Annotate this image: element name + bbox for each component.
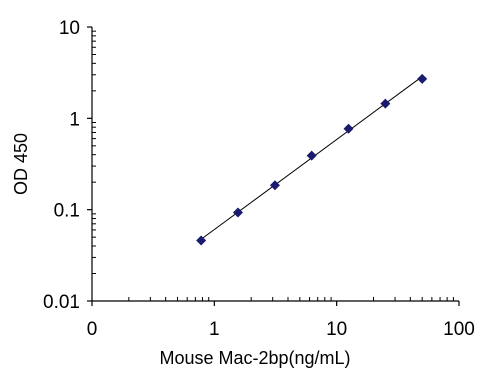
data-point: [306, 150, 317, 161]
major-ticks: [87, 26, 460, 306]
plot-area: [92, 27, 459, 301]
y-tick-label: 1: [69, 109, 80, 130]
y-tick-label: 0.01: [43, 292, 80, 313]
data-point: [196, 235, 207, 246]
x-tick-label: 1: [209, 319, 220, 340]
y-tick-labels: 0.01 0.1 1 10: [43, 18, 80, 313]
minor-ticks: [92, 30, 454, 301]
data-point: [269, 180, 280, 191]
x-tick-label: 100: [443, 319, 475, 340]
x-axis-title: Mouse Mac-2bp(ng/mL): [159, 348, 350, 368]
data-point: [380, 98, 391, 109]
data-point: [232, 207, 243, 218]
data-point: [343, 123, 354, 134]
x-tick-label: 10: [326, 319, 347, 340]
data-point: [417, 73, 428, 84]
y-tick-label: 0.1: [54, 201, 80, 222]
x-tick-label: 0: [87, 319, 98, 340]
x-tick-labels: 0 1 10 100: [87, 319, 475, 340]
y-tick-label: 10: [59, 18, 80, 39]
y-axis-title: OD 450: [11, 133, 31, 195]
data-points: [196, 73, 428, 246]
